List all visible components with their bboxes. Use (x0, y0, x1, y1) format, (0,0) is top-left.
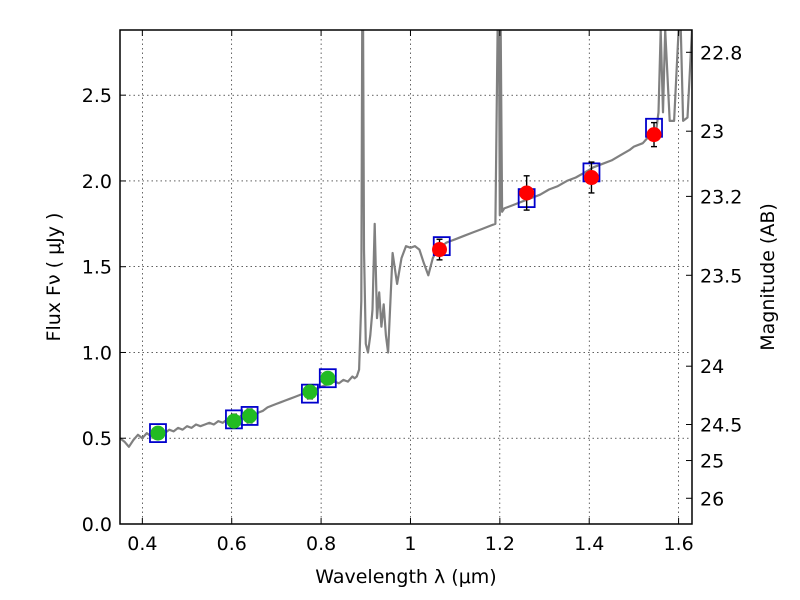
photometry-point (519, 185, 535, 201)
y2-tick-label: 23.5 (700, 265, 742, 287)
photometry-point (150, 425, 166, 441)
y2-tick-label: 24.5 (700, 415, 742, 437)
y-tick-label: 1.0 (82, 342, 112, 364)
model-photometry-square (240, 406, 259, 426)
sed-model-line (120, 30, 692, 448)
y-tick-label: 0.5 (82, 428, 112, 450)
grid-lines (120, 30, 692, 525)
y2-axis-label: Magnitude (AB) (757, 203, 779, 351)
x-tick-label: 1 (404, 533, 416, 555)
y2-tick-label: 22.8 (700, 42, 742, 64)
x-tick-label: 0.8 (306, 533, 336, 555)
axes-frame (119, 29, 693, 525)
y-tick-label: 2.5 (82, 85, 112, 107)
x-tick-label: 1.6 (663, 533, 693, 555)
y-tick-label: 1.5 (82, 257, 112, 279)
ticks: 0.4 0.6 0.8 1 1.2 1.4 1.6 0.0 0.5 1.0 1.5 2.0 2.5 22.… (82, 30, 742, 555)
y2-tick-label: 26 (700, 488, 724, 510)
y-tick-label: 2.0 (82, 171, 112, 193)
y2-tick-label: 23.2 (700, 186, 742, 208)
y2-tick-label: 23 (700, 121, 724, 143)
model-photometry-square (318, 368, 337, 389)
x-tick-label: 0.6 (217, 533, 247, 555)
photometry-point (242, 408, 258, 424)
photometry-point (432, 242, 448, 258)
x-axis-label: Wavelength λ (μm) (315, 566, 496, 588)
y-axis-label: Flux Fν ( μJy ) (43, 213, 65, 342)
y2-tick-label: 25 (700, 451, 724, 473)
photometry-point (646, 127, 662, 143)
x-tick-label: 1.2 (485, 533, 515, 555)
y2-tick-label: 24 (700, 356, 724, 378)
x-tick-label: 1.4 (574, 533, 604, 555)
model-photometry-square (149, 423, 167, 443)
plot-area (120, 30, 692, 448)
y-tick-label: 0.0 (82, 514, 112, 536)
photometry-point (583, 170, 599, 186)
photometry-point (226, 413, 242, 429)
photometry-point (320, 370, 336, 386)
photometry-point (302, 384, 318, 400)
x-tick-label: 0.4 (127, 533, 157, 555)
